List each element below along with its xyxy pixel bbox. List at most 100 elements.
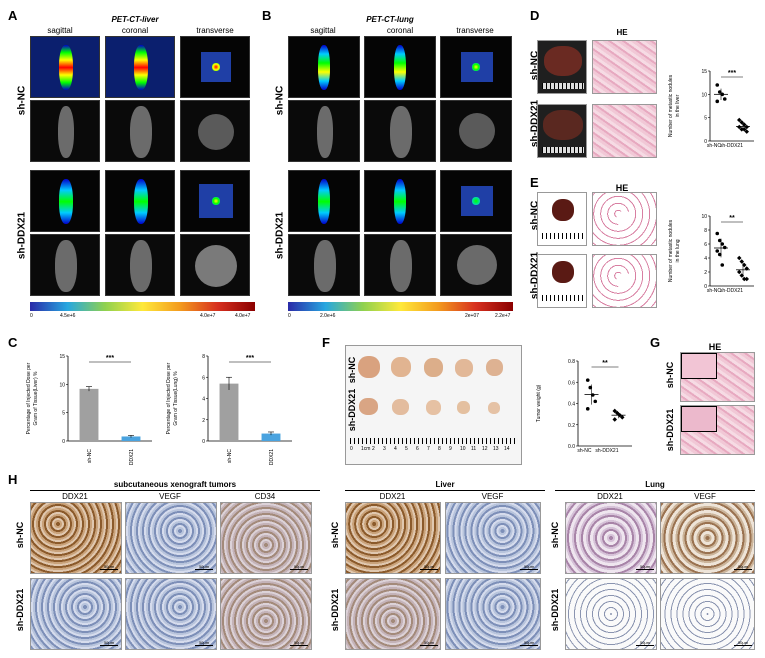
- pet-image: [105, 36, 175, 98]
- he-label: HE: [615, 183, 629, 193]
- liver-photo: [537, 40, 587, 94]
- ihc-image: [125, 502, 217, 574]
- data-point: [739, 273, 745, 278]
- chart-c-lung: 0 2 4 6 8 Percentage of Injected Dose per Gram…: [166, 354, 292, 465]
- divider: [345, 490, 545, 491]
- lung-photo: [537, 254, 587, 308]
- y-tick-label: 15: [701, 69, 707, 75]
- group-title: Lung: [645, 480, 665, 489]
- scale-bar: 50μm: [636, 640, 654, 646]
- scale-bar: 50μm: [734, 640, 752, 646]
- he-label: HE: [708, 342, 722, 352]
- row-label: sh-DDX21: [347, 388, 357, 432]
- scale-bar: 50μm: [520, 640, 538, 646]
- y-tick-label: 10: [701, 214, 707, 220]
- ruler-label: 3: [383, 446, 386, 452]
- data-point: [736, 117, 742, 123]
- row-label: sh-DDX21: [15, 588, 25, 632]
- data-point: [715, 83, 720, 87]
- y-axis-label: Number of metastic nodules: [668, 219, 674, 282]
- panel-letter: E: [530, 175, 539, 190]
- data-point: [720, 242, 725, 246]
- significance-label: **: [602, 360, 608, 367]
- row-label: sh-NC: [330, 521, 340, 549]
- he-image: [680, 405, 755, 455]
- pet-image: [440, 36, 512, 98]
- y-tick-label: 0.8: [568, 359, 575, 365]
- y-axis-label: Gram of Tissue(Lung) %: [173, 371, 179, 426]
- data-point: [717, 90, 722, 94]
- y-tick-label: 0.2: [568, 423, 575, 429]
- panel-letter: G: [650, 335, 661, 350]
- marker-label: VEGF: [694, 492, 716, 501]
- ct-image: [180, 100, 250, 162]
- marker-label: VEGF: [481, 492, 504, 501]
- pet-image: [180, 170, 250, 232]
- ruler-label: 12: [482, 446, 488, 452]
- colorbar-tick: 2.0e+6: [320, 313, 336, 319]
- ct-image: [105, 234, 175, 296]
- y-axis-label: Tumor weight (g): [536, 384, 542, 422]
- chart-c-liver: 0 5 10 15 Percentage of Injected Dose per Gra…: [26, 354, 152, 465]
- row-label: sh-DDX21: [550, 588, 560, 632]
- marker-label: VEGF: [159, 492, 181, 501]
- ihc-image: [565, 578, 657, 650]
- ct-image: [288, 100, 360, 162]
- ihc-image: [30, 578, 122, 650]
- x-tick-label: sh-DDX21: [720, 288, 743, 294]
- y-tick-label: 6: [704, 242, 707, 248]
- ruler-label: 4: [394, 446, 397, 452]
- data-point: [741, 262, 747, 268]
- chart-d: 0 5 10 15 Number of metastic nodules in the l…: [668, 69, 754, 149]
- data-point: [590, 393, 595, 397]
- ruler-label: 10: [460, 446, 466, 452]
- x-tick-label: sh-DDX21: [720, 143, 743, 149]
- scale-bar: 50μm: [420, 640, 438, 646]
- panel-letter: B: [262, 8, 272, 23]
- data-point: [717, 238, 722, 243]
- data-point: [612, 417, 618, 422]
- ruler-label: 7: [427, 446, 430, 452]
- y-tick-label: 0: [704, 139, 707, 145]
- ihc-image: [220, 502, 312, 574]
- colorbar-tick: 0: [30, 313, 33, 319]
- scale-bar: 50μm: [100, 640, 118, 646]
- y-tick-label: 0: [62, 439, 65, 445]
- row-label: sh-NC: [15, 521, 25, 549]
- ct-image: [288, 234, 360, 296]
- y-tick-label: 8: [704, 228, 707, 234]
- ihc-image: [345, 578, 441, 650]
- significance-label: ***: [728, 70, 736, 77]
- row-label: sh-DDX21: [274, 211, 286, 260]
- marker-label: CD34: [254, 492, 276, 501]
- lung-photo: [537, 192, 587, 246]
- chart-e: 0 2 4 6 8 10 Number of metastic nodules in the …: [668, 214, 754, 294]
- x-tick-label: sh-DDX21: [129, 449, 135, 465]
- ihc-image: [30, 502, 122, 574]
- colorbar-tick: 0: [288, 313, 291, 319]
- row-label: sh-NC: [16, 85, 28, 116]
- view-label: sagittal: [310, 26, 336, 35]
- pet-image: [288, 36, 360, 98]
- view-label: sagittal: [47, 26, 73, 35]
- bar: [79, 388, 99, 441]
- scale-bar: 50μm: [100, 564, 118, 570]
- data-point: [612, 408, 618, 414]
- ihc-image: [345, 502, 441, 574]
- row-label: sh-NC: [274, 85, 286, 116]
- data-point: [744, 124, 750, 130]
- ihc-image: [220, 578, 312, 650]
- marker-label: DDX21: [62, 492, 88, 501]
- group-title: Liver: [435, 480, 455, 489]
- scale-bar: 50μm: [195, 564, 213, 570]
- pet-image: [180, 36, 250, 98]
- ct-image: [180, 234, 250, 296]
- he-image: [592, 192, 657, 246]
- pet-image: [440, 170, 512, 232]
- data-point: [585, 378, 590, 382]
- x-tick-label: sh-DDX21: [595, 448, 618, 454]
- he-image: [592, 104, 657, 158]
- he-label: HE: [616, 28, 628, 37]
- scale-bar: 50μm: [290, 640, 308, 646]
- scale-bar: 50μm: [636, 564, 654, 570]
